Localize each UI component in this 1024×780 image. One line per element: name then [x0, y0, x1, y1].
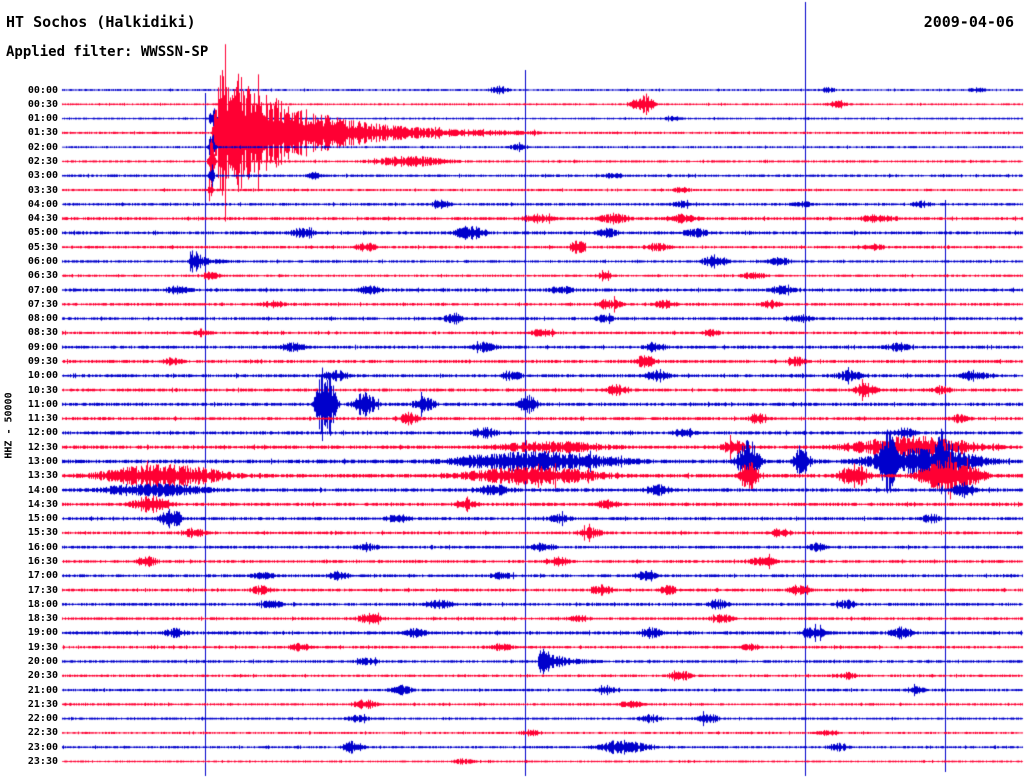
time-label: 07:30 [27, 298, 58, 310]
time-label: 23:00 [27, 741, 58, 753]
time-label: 02:00 [27, 141, 58, 153]
time-label: 13:00 [27, 455, 58, 467]
time-label: 09:00 [27, 341, 58, 353]
time-label: 12:30 [27, 441, 58, 453]
time-label: 13:30 [27, 470, 58, 482]
time-label: 08:30 [27, 327, 58, 339]
date-label: 2009-04-06 [923, 13, 1014, 31]
time-label: 04:00 [27, 198, 58, 210]
time-label: 21:00 [27, 684, 58, 696]
time-label: 14:30 [27, 498, 58, 510]
time-label: 02:30 [27, 155, 58, 167]
time-label: 20:00 [27, 655, 58, 667]
time-label: 19:30 [27, 641, 58, 653]
time-label: 04:30 [27, 213, 58, 225]
time-label: 20:30 [27, 670, 58, 682]
time-label: 14:00 [27, 484, 58, 496]
time-label: 01:30 [27, 127, 58, 139]
time-label: 17:30 [27, 584, 58, 596]
time-label: 05:30 [27, 241, 58, 253]
time-label: 07:00 [27, 284, 58, 296]
time-label: 15:30 [27, 527, 58, 539]
time-label: 16:30 [27, 555, 58, 567]
time-label: 03:30 [27, 184, 58, 196]
time-label: 22:00 [27, 713, 58, 725]
time-label: 05:00 [27, 227, 58, 239]
time-label: 08:00 [27, 313, 58, 325]
time-label: 03:00 [27, 170, 58, 182]
time-label: 18:00 [27, 598, 58, 610]
time-label: 15:00 [27, 513, 58, 525]
time-label: 09:30 [27, 355, 58, 367]
time-label: 06:30 [27, 270, 58, 282]
time-label: 10:00 [27, 370, 58, 382]
time-label: 01:00 [27, 113, 58, 125]
time-label: 23:30 [27, 755, 58, 767]
filter-label: Applied filter: WWSSN-SP [6, 44, 209, 60]
time-label: 22:30 [27, 727, 58, 739]
time-label: 18:30 [27, 613, 58, 625]
time-label: 10:30 [27, 384, 58, 396]
time-label: 00:00 [27, 84, 58, 96]
time-label: 19:00 [27, 627, 58, 639]
time-label: 00:30 [27, 98, 58, 110]
time-label: 21:30 [27, 698, 58, 710]
station-title: HT Sochos (Halkidiki) [6, 13, 196, 31]
time-label: 16:00 [27, 541, 58, 553]
time-label: 12:00 [27, 427, 58, 439]
time-label: 11:30 [27, 413, 58, 425]
time-label: 11:00 [27, 398, 58, 410]
time-label: 17:00 [27, 570, 58, 582]
time-label: 06:00 [27, 255, 58, 267]
